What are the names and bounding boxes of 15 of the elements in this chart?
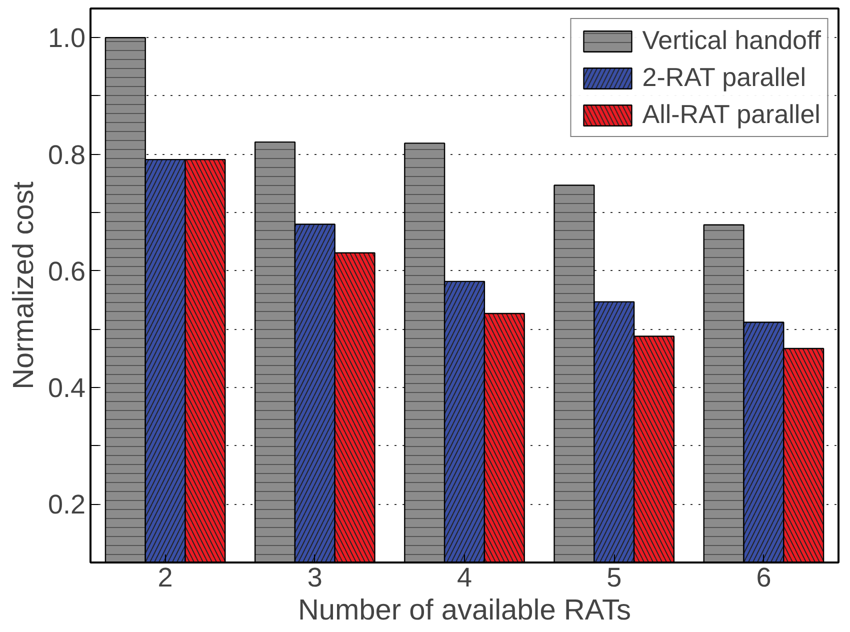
y-tick-label: 0.6 [48, 256, 86, 286]
x-tick-label: 2 [158, 562, 173, 592]
legend-label: 2-RAT parallel [642, 62, 806, 93]
x-tick-label: 4 [456, 562, 472, 592]
x-tick-label: 3 [307, 562, 322, 592]
legend-label: All-RAT parallel [642, 99, 820, 130]
y-tick-label: 0.2 [48, 490, 86, 520]
y-tick-label: 0.4 [48, 373, 86, 404]
x-axis-title: Number of available RATs [298, 594, 632, 626]
y-axis-title: Normalized cost [8, 182, 40, 390]
y-tick-label: 1.0 [48, 23, 86, 54]
x-tick-label: 6 [756, 562, 772, 592]
x-tick-label: 5 [606, 562, 622, 592]
legend-label: Vertical handoff [642, 25, 821, 56]
y-tick-label: 0.8 [48, 140, 86, 170]
